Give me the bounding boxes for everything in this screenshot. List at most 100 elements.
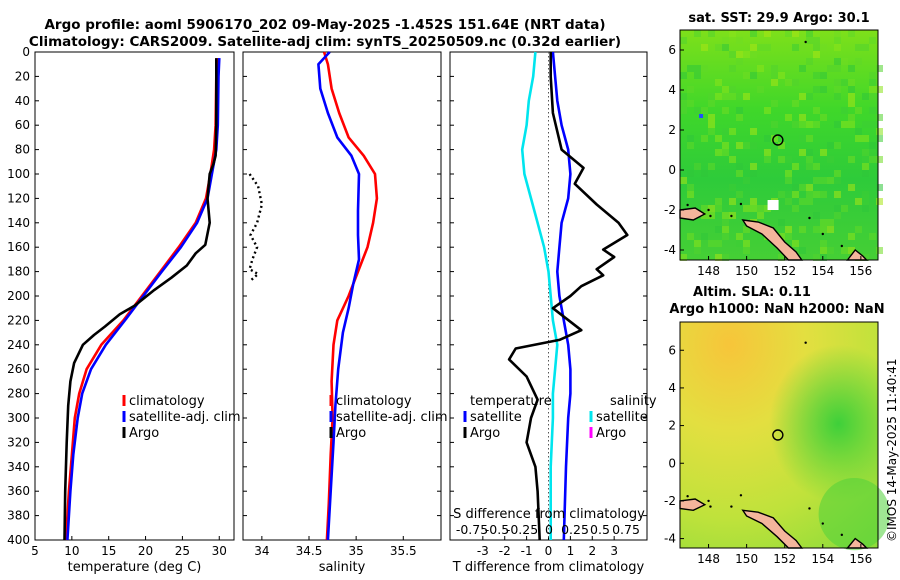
x-tick-label: 150 [735, 264, 758, 278]
sst-cell [834, 65, 841, 72]
sst-cell [708, 163, 715, 170]
sst-cell [715, 226, 722, 233]
sst-cell [813, 226, 820, 233]
sst-cell [694, 107, 701, 114]
sst-cell [687, 86, 694, 93]
sst-cell [715, 149, 722, 156]
sst-cell [694, 240, 701, 247]
sst-cell [785, 114, 792, 121]
sst-cell [813, 86, 820, 93]
sst-cell [848, 233, 855, 240]
sst-cell [862, 135, 869, 142]
sst-cell [799, 93, 806, 100]
sst-cell [771, 65, 778, 72]
sst-cell [806, 30, 813, 37]
x-tick-label: 5 [31, 544, 39, 558]
sst-cell [869, 37, 876, 44]
x-tick-label: -3 [477, 544, 489, 558]
sst-cell [750, 72, 757, 79]
sst-cell [785, 226, 792, 233]
x-tick-label: 15 [101, 544, 116, 558]
sst-cell [764, 205, 771, 212]
sst-cell [862, 198, 869, 205]
sst-cell [799, 226, 806, 233]
sst-cell [736, 107, 743, 114]
sst-cell [869, 142, 876, 149]
sst-cell [820, 247, 827, 254]
sst-cell [813, 121, 820, 128]
sst-cell [743, 142, 750, 149]
sst-cell [680, 37, 687, 44]
credit-label: ©IMOS 14-May-2025 11:40:41 [885, 358, 899, 542]
sst-cell [806, 135, 813, 142]
sst-cell [729, 51, 736, 58]
sst-cell [869, 156, 876, 163]
x-tick-label: 0 [545, 544, 553, 558]
x-tick-label: 25 [175, 544, 190, 558]
sst-cell [799, 247, 806, 254]
legend-temperature-title: temperature [470, 394, 552, 409]
sst-cell [827, 65, 834, 72]
sst-cell [806, 156, 813, 163]
island-marker [804, 341, 807, 344]
argo-position-marker [772, 134, 784, 146]
sst-cell [834, 170, 841, 177]
sst-cell [687, 170, 694, 177]
sst-cell [743, 205, 750, 212]
sst-cell [778, 254, 785, 261]
sst-cell [680, 100, 687, 107]
sst-cell [820, 72, 827, 79]
x-tick-label: 30 [212, 544, 227, 558]
top-axis-tick-label: 0.5 [590, 522, 610, 537]
sst-cell [715, 135, 722, 142]
sst-cell [701, 107, 708, 114]
sst-cell [715, 240, 722, 247]
sst-cell [757, 212, 764, 219]
sst-cell [841, 107, 848, 114]
sst-cell [729, 212, 736, 219]
sst-cell [827, 177, 834, 184]
sst-cell [771, 79, 778, 86]
sst-cell [862, 163, 869, 170]
sst-cell [841, 121, 848, 128]
sst-cell [813, 177, 820, 184]
top-axis-tick-label: -0.25 [506, 522, 538, 537]
sst-cell [792, 100, 799, 107]
sst-cell [848, 184, 855, 191]
island-marker [739, 202, 743, 206]
sst-cell [736, 37, 743, 44]
x-tick-label: 34.5 [296, 544, 323, 558]
sst-cell [757, 44, 764, 51]
y-tick-label: 140 [7, 216, 30, 230]
sst-cell [694, 72, 701, 79]
sst-cell [869, 233, 876, 240]
t-satellite-line [551, 51, 572, 541]
sst-map-title: sat. SST: 29.9 Argo: 30.1 [688, 11, 869, 26]
argo-line [63, 58, 218, 541]
sst-cell [848, 100, 855, 107]
sst-cell [834, 79, 841, 86]
sst-cell [799, 135, 806, 142]
sst-cell [799, 65, 806, 72]
sst-cell [799, 198, 806, 205]
sst-cell [764, 30, 771, 37]
sst-cell [876, 128, 883, 135]
legend-salinity-title: salinity [610, 394, 657, 409]
sst-cell [701, 65, 708, 72]
sst-cell [876, 247, 883, 254]
sst-cell [764, 135, 771, 142]
sst-cell [792, 184, 799, 191]
sst-cell [869, 107, 876, 114]
sst-cell [736, 191, 743, 198]
sst-cell [813, 212, 820, 219]
x-tick-label: 2 [588, 544, 596, 558]
sst-cell [806, 58, 813, 65]
argo-position-marker [772, 429, 784, 441]
island-marker [808, 507, 811, 510]
sst-cell [729, 198, 736, 205]
sst-cell [792, 191, 799, 198]
sst-cell [687, 142, 694, 149]
sst-cell [862, 205, 869, 212]
climatology-line [322, 51, 379, 541]
x-tick-label: 20 [138, 544, 153, 558]
